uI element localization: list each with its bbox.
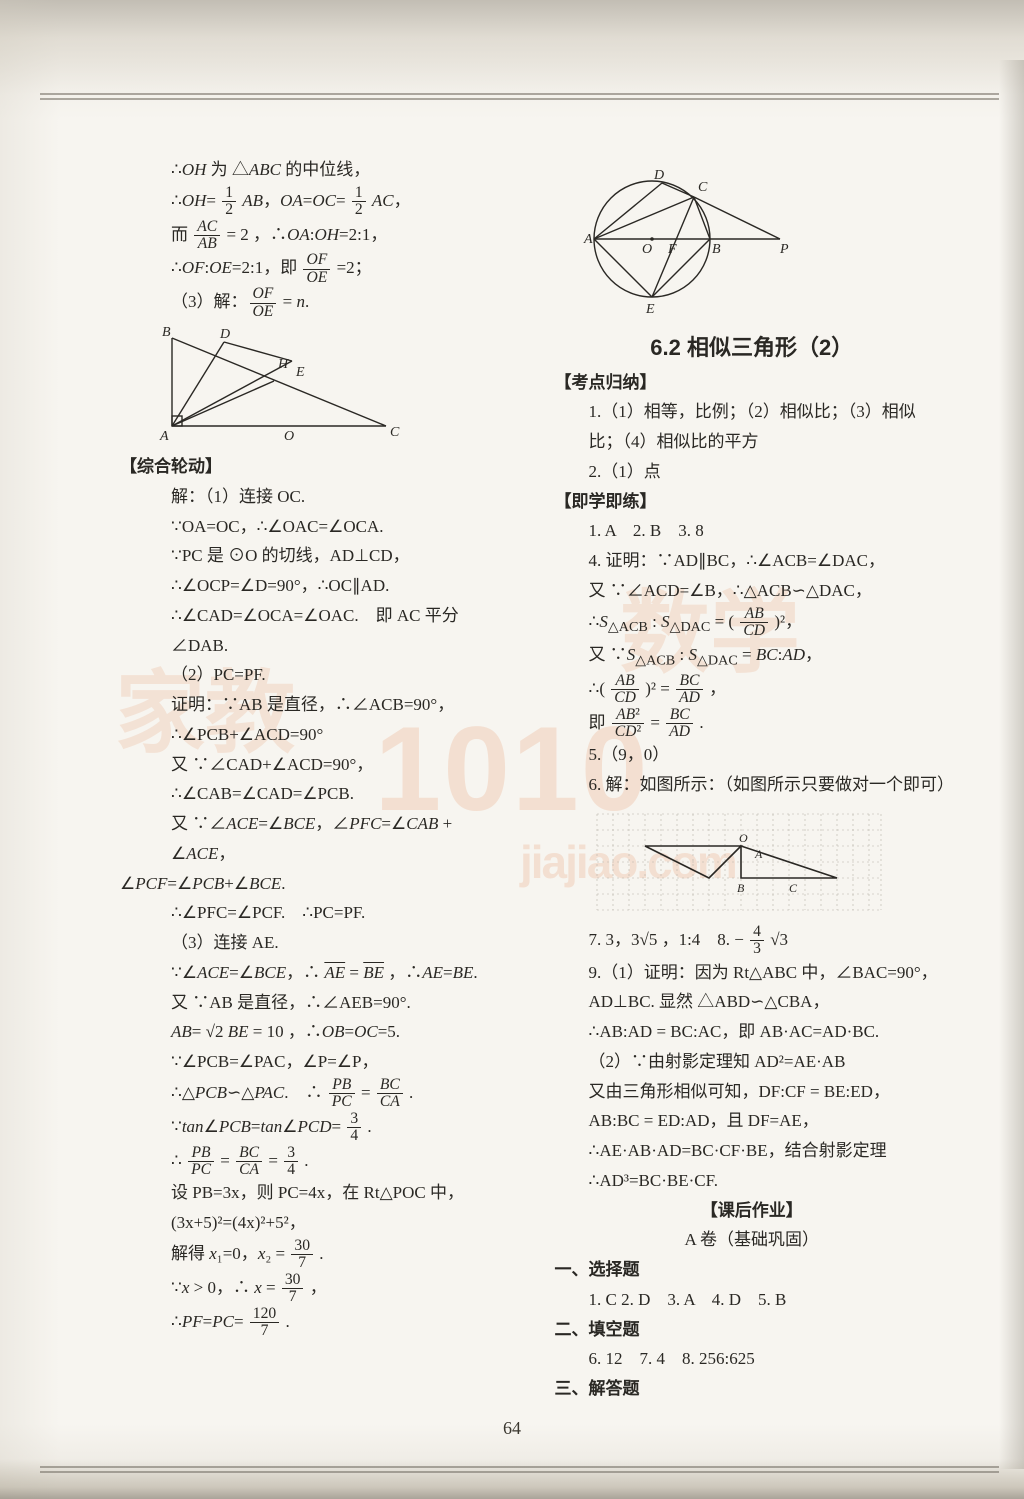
post-grid-5: 又由三角形相似可知，DF:CF = BE:ED， [555,1077,950,1107]
top-rule-2 [40,98,999,100]
left-column: ∴OH 为 △ABC 的中位线， ∴OH= 12 AB，OA=OC= 12 AC… [120,155,515,1404]
proof-17: ∵∠PCB=∠PAC，∠P=∠P， [120,1047,515,1077]
post-grid-3: ∴AB:AD = BC:AC，即 AB·AC=AD·BC. [555,1017,950,1047]
dot-grid-diagram: O A B C [589,806,950,916]
bottom-rule-2 [40,1466,999,1468]
svg-text:D: D [653,168,664,183]
svg-text:D: D [219,327,230,342]
left-line-4: （3）解：OFOE = n. [120,286,515,320]
title-6-2: 6.2 相似三角形（2） [555,329,950,368]
svg-text:E: E [645,302,655,317]
svg-text:O: O [284,429,294,444]
svg-text:E: E [295,365,305,380]
jxjl-8: 6. 解：如图所示：（如图所示只要做对一个即可） [555,770,950,800]
proof-7: ∴∠PCB+∠ACD=90° [120,720,515,750]
proof-1: ∵OA=OC，∴∠OAC=∠OCA. [120,512,515,542]
proof-5: （2）PC=PF. [120,660,515,690]
post-grid-4: （2）∵由射影定理知 AD²=AE·AB [555,1047,950,1077]
proof-4: ∴∠CAD=∠OCA=∠OAC. 即 AC 平分 ∠DAB. [120,601,515,661]
proof-2: ∵PC 是 ⊙O 的切线，AD⊥CD， [120,541,515,571]
right-column: A D C B P O F E 6.2 相似三角形（2） 【考点归纳】 1.（1… [555,155,950,1404]
proof-24: ∵x > 0，∴ x = 307 ， [120,1272,515,1306]
proof-10: 又 ∵∠ACE=∠BCE，∠PFC=∠CAB + ∠ACE， [120,809,515,869]
post-grid-2: AD⊥BC. 显然 △ABD∽△CBA， [555,987,950,1017]
sec-answer: 三、解答题 [555,1374,950,1404]
svg-text:A: A [159,429,169,444]
proof-13: （3）连接 AE. [120,928,515,958]
post-grid-7: ∴AE·AB·AD=BC·CF·BE，结合射影定理 [555,1136,950,1166]
jxjl-3: ∴S△ACB : S△DAC = ( ABCD )²， [555,606,950,640]
left-line-3: ∴OF:OE=2:1，即 OFOE =2； [120,252,515,286]
svg-text:B: B [737,881,745,895]
jxjl-0: 1. A 2. B 3. 8 [555,516,950,546]
jxjl-7: 5.（9，0） [555,740,950,770]
heading-zonghe: 【综合轮动】 [120,452,515,482]
fill-line: 6. 12 7. 4 8. 256:625 [555,1344,950,1374]
svg-text:H: H [277,357,289,372]
left-line-2: 而 ACAB = 2 ，∴OA:OH=2:1， [120,219,515,253]
svg-text:A: A [583,232,593,247]
proof-11: ∠PCF=∠PCB+∠BCE. [120,869,515,899]
svg-text:B: B [162,326,171,340]
proof-12: ∴∠PFC=∠PCF. ∴PC=PF. [120,898,515,928]
svg-text:C: C [698,180,708,195]
triangle-diagram: B D H E A O C [154,326,515,444]
proof-0: 解：（1）连接 OC. [120,482,515,512]
heading-jxjl: 【即学即练】 [555,487,950,517]
jxjl-6: 即 AB²CD² = BCAD . [555,707,950,741]
proof-14: ∵∠ACE=∠BCE，∴ AE = BE ，∴AE=BE. [120,958,515,988]
proof-18: ∴△PCB∽△PAC. ∴ PBPC = BCCA . [120,1077,515,1111]
jxjl-1: 4. 证明：∵AD∥BC，∴∠ACB=∠DAC， [555,546,950,576]
jxjl-5: ∴( ABCD )² = BCAD ， [555,673,950,707]
sec-choice: 一、选择题 [555,1255,950,1285]
svg-text:O: O [739,831,748,845]
scan-edge-top [0,0,1024,95]
kdgn-1: 1.（1）相等，比例；（2）相似比；（3）相似比；（4）相似比的平方 [555,397,950,457]
post-grid-0: 7. 3，3√5 ，1:4 8. − 43 √3 [555,924,950,958]
svg-text:C: C [789,881,798,895]
jxjl-2: 又 ∵∠ACD=∠B，∴△ACB∽△DAC， [555,576,950,606]
svg-text:P: P [779,242,789,257]
content-area: ∴OH 为 △ABC 的中位线， ∴OH= 12 AB，OA=OC= 12 AC… [120,155,949,1404]
post-grid-8: ∴AD³=BC·BE·CF. [555,1166,950,1196]
svg-text:O: O [642,242,652,257]
proof-19: ∵tan∠PCB=tan∠PCD= 34 . [120,1111,515,1145]
proof-20: ∴ PBPC = BCCA = 34 . [120,1145,515,1179]
post-grid-1: 9.（1）证明：因为 Rt△ABC 中，∠BAC=90°， [555,958,950,988]
post-grid-6: AB:BC = ED:AD，且 DF=AE， [555,1106,950,1136]
bottom-rule-1 [40,1471,999,1473]
sec-fill: 二、填空题 [555,1315,950,1345]
proof-15: 又 ∵AB 是直径，∴∠AEB=90°. [120,988,515,1018]
proof-25: ∴PF=PC= 1207 . [120,1306,515,1340]
top-rule-1 [40,93,999,95]
jxjl-4: 又 ∵S△ACB : S△DAC = BC:AD， [555,640,950,673]
proof-23: 解得 x₁=0，x₂ = 307 . [120,1238,515,1272]
scan-edge-left [0,0,60,1499]
heading-khzy: 【课后作业】 [555,1196,950,1226]
circle-diagram: A D C B P O F E [572,161,950,321]
svg-text:F: F [667,242,677,257]
choice-line: 1. C 2. D 3. A 4. D 5. B [555,1285,950,1315]
subheading-a: A 卷（基础巩固） [555,1225,950,1255]
kdgn-2: 2.（1）点 [555,457,950,487]
page-number: 64 [0,1418,1024,1439]
svg-text:C: C [390,425,400,440]
proof-6: 证明：∵AB 是直径，∴∠ACB=90°， [120,690,515,720]
scan-edge-bottom [0,1459,1024,1499]
svg-text:A: A [754,847,763,861]
svg-text:B: B [712,242,721,257]
heading-kdgn: 【考点归纳】 [555,368,950,398]
proof-3: ∴∠OCP=∠D=90°，∴OC∥AD. [120,571,515,601]
scan-edge-right [999,60,1024,1469]
left-line-1: ∴OH= 12 AB，OA=OC= 12 AC， [120,185,515,219]
proof-9: ∴∠CAB=∠CAD=∠PCB. [120,779,515,809]
left-line-0: ∴OH 为 △ABC 的中位线， [120,155,515,185]
proof-8: 又 ∵∠CAD+∠ACD=90°， [120,750,515,780]
proof-16: AB= √2 BE = 10 ，∴OB=OC=5. [120,1017,515,1047]
proof-22: (3x+5)²=(4x)²+5²， [120,1208,515,1238]
proof-21: 设 PB=3x，则 PC=4x，在 Rt△POC 中， [120,1178,515,1208]
